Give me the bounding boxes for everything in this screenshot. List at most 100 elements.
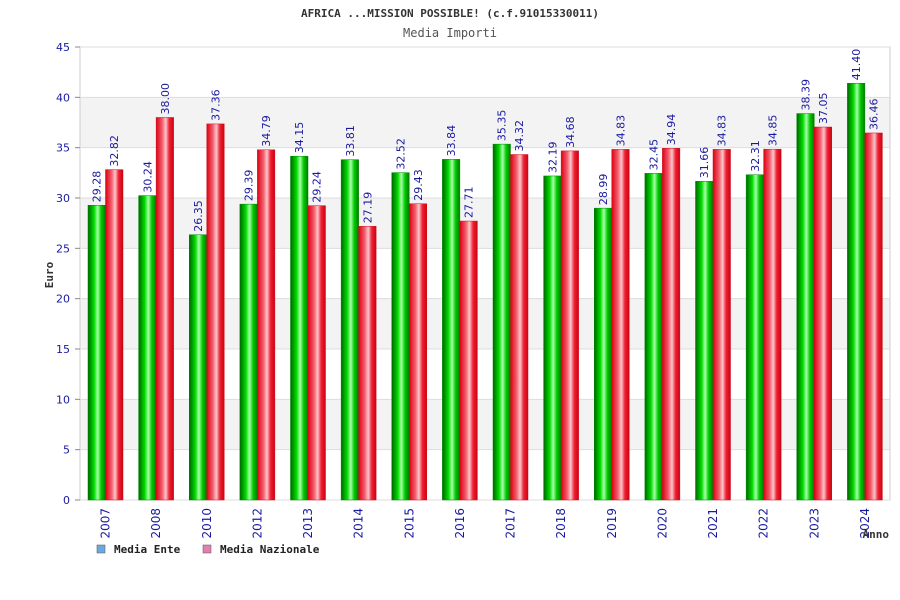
bar — [442, 159, 461, 501]
y-tick-label: 10 — [56, 393, 70, 406]
bar — [695, 181, 714, 501]
bar-value-label: 29.28 — [91, 171, 104, 203]
bar-value-label: 32.52 — [395, 138, 408, 170]
bar-value-label: 29.43 — [412, 169, 425, 201]
x-tick-label: 2014 — [352, 508, 366, 539]
legend-swatch-media-ente — [96, 544, 106, 554]
bar — [206, 123, 225, 501]
bar-value-label: 34.15 — [293, 122, 306, 154]
x-tick-label: 2024 — [858, 508, 872, 539]
y-tick-label: 30 — [56, 192, 70, 205]
bar-value-label: 33.84 — [445, 125, 458, 157]
bar-value-label: 31.66 — [698, 147, 711, 179]
bar — [307, 205, 326, 501]
y-tick-label: 45 — [56, 41, 70, 54]
bar-value-label: 35.35 — [496, 110, 509, 142]
legend-label-media-nazionale: Media Nazionale — [220, 543, 320, 556]
bar-value-label: 34.83 — [615, 115, 628, 147]
x-tick-label: 2013 — [301, 508, 315, 539]
bar-value-label: 27.71 — [463, 187, 476, 219]
y-tick-label: 35 — [56, 142, 70, 155]
bar — [189, 234, 207, 501]
bar-value-label: 32.19 — [546, 141, 559, 173]
bar-value-label: 41.40 — [850, 49, 863, 81]
x-tick-label: 2023 — [807, 508, 821, 539]
bar — [594, 207, 612, 501]
x-tick-label: 2017 — [504, 508, 518, 539]
bar-value-labels: 29.28 32.82 30.24 38.00 26.35 37.36 29.39 34.79… — [91, 49, 881, 232]
x-tick-label: 2008 — [149, 508, 163, 539]
x-tick-label: 2022 — [757, 508, 771, 539]
bar — [864, 132, 883, 501]
x-tick-labels: 2007 2008 2010 2012 2013 2014 2015 2016 2017 2018… — [99, 508, 872, 539]
x-tick-label: 2016 — [453, 508, 467, 539]
bar-value-label: 34.79 — [260, 115, 273, 147]
bar — [560, 150, 579, 501]
y-tick-label: 5 — [63, 444, 70, 457]
bar — [644, 173, 663, 501]
bar-value-label: 26.35 — [192, 200, 205, 232]
bar — [712, 149, 731, 501]
x-tick-label: 2018 — [554, 508, 568, 539]
bar-value-label: 34.68 — [564, 116, 577, 148]
bar — [138, 195, 157, 501]
bar — [358, 226, 377, 501]
y-tick-labels: 0 5 10 15 20 25 30 35 40 45 — [56, 41, 70, 507]
x-tick-label: 2021 — [706, 508, 720, 539]
chart-subtitle: Media Importi — [403, 26, 497, 40]
x-tick-label: 2012 — [250, 508, 264, 539]
bar-value-label: 34.32 — [513, 120, 526, 152]
bar — [814, 126, 832, 501]
bar-value-label: 34.94 — [665, 114, 678, 146]
bar — [543, 175, 562, 501]
chart-title: AFRICA ...MISSION POSSIBLE! (c.f.9101533… — [301, 7, 599, 20]
bar-value-label: 32.82 — [108, 135, 121, 167]
bar-value-label: 38.39 — [800, 79, 813, 111]
bar-value-label: 37.36 — [210, 89, 223, 121]
y-tick-label: 15 — [56, 343, 70, 356]
bar — [510, 154, 529, 501]
bar-value-label: 37.05 — [817, 93, 830, 125]
bar — [290, 155, 309, 501]
bar-value-label: 32.31 — [749, 140, 762, 172]
y-tick-label: 40 — [56, 91, 70, 104]
y-tick-label: 0 — [63, 494, 70, 507]
bar — [492, 143, 511, 501]
bar-value-label: 29.24 — [311, 171, 324, 203]
bar-value-label: 33.81 — [344, 125, 357, 157]
bars — [87, 82, 883, 501]
plot-band — [80, 47, 890, 98]
bar — [239, 203, 258, 501]
bar — [662, 148, 681, 501]
y-axis-label: Euro — [43, 261, 56, 288]
bar — [155, 117, 174, 501]
bar-value-label: 32.45 — [648, 139, 661, 171]
bar — [105, 169, 124, 501]
x-tick-label: 2015 — [402, 508, 416, 539]
y-tick-label: 20 — [56, 293, 70, 306]
x-tick-label: 2007 — [99, 508, 113, 539]
x-tick-label: 2019 — [605, 508, 619, 539]
bar-value-label: 38.00 — [159, 83, 172, 115]
bar-value-label: 34.85 — [766, 115, 779, 147]
x-tick-label: 2010 — [200, 508, 214, 539]
legend-swatch-media-nazionale — [202, 544, 212, 554]
bar-value-label: 30.24 — [141, 161, 154, 193]
legend-label-media-ente: Media Ente — [114, 543, 181, 556]
bar-value-label: 29.39 — [243, 170, 256, 202]
bar — [763, 148, 782, 501]
x-axis-label: Anno — [863, 528, 890, 541]
bar — [340, 159, 359, 501]
legend: Media Ente Media Nazionale — [96, 543, 320, 556]
bar — [611, 149, 630, 501]
bar — [847, 82, 866, 501]
bar — [409, 203, 427, 501]
bar — [257, 149, 276, 501]
bar — [459, 220, 478, 501]
bar — [391, 172, 410, 501]
y-tick-label: 25 — [56, 242, 70, 255]
bar-value-label: 36.46 — [868, 98, 881, 130]
bar — [796, 113, 815, 501]
bar — [745, 174, 764, 501]
